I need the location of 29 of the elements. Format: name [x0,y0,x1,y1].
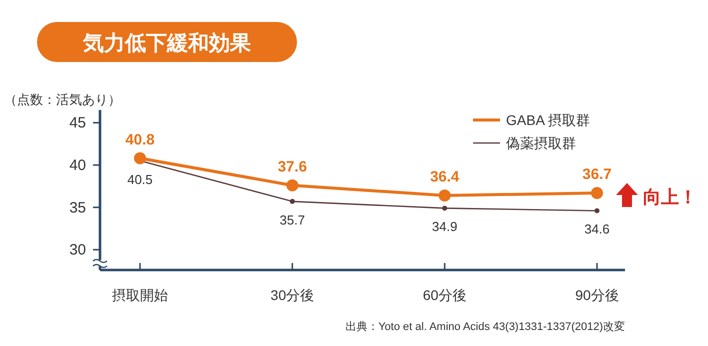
data-label: 36.7 [582,166,612,183]
data-label: 40.8 [125,131,155,148]
point [442,206,448,211]
x-tick-label: 90分後 [575,287,619,303]
x-tick-label: 60分後 [422,287,466,303]
point [594,208,600,214]
data-label: 35.7 [280,212,305,228]
legend-label: 偽薬摂取群 [506,135,576,151]
data-label: 34.6 [584,222,610,237]
point [286,179,298,192]
x-tick-label: 30分後 [270,287,314,303]
data-label: 37.6 [278,158,307,176]
y-tick-label: 40 [69,157,86,174]
y-tick-label: 45 [69,114,86,132]
source-note: 出典：Yoto et al. Amino Acids 43(3)1331-1337(2012)改変 [345,320,625,333]
x-tick-label: 摂取開始 [112,287,168,303]
point [591,186,603,199]
legend-label: GABA 摂取群 [506,112,590,128]
y-tick-label: 30 [69,242,86,259]
point [134,152,146,164]
y-tick-label: 35 [69,199,86,216]
point [438,190,451,202]
chart-title: 気力低下緩和効果 [82,32,251,55]
text: 向上！ [643,187,697,207]
data-label: 36.4 [430,168,460,186]
data-label: 34.9 [432,219,458,234]
data-label: 40.5 [127,172,153,187]
y-axis-title: （点数：活気あり） [4,92,121,107]
point [290,198,295,204]
